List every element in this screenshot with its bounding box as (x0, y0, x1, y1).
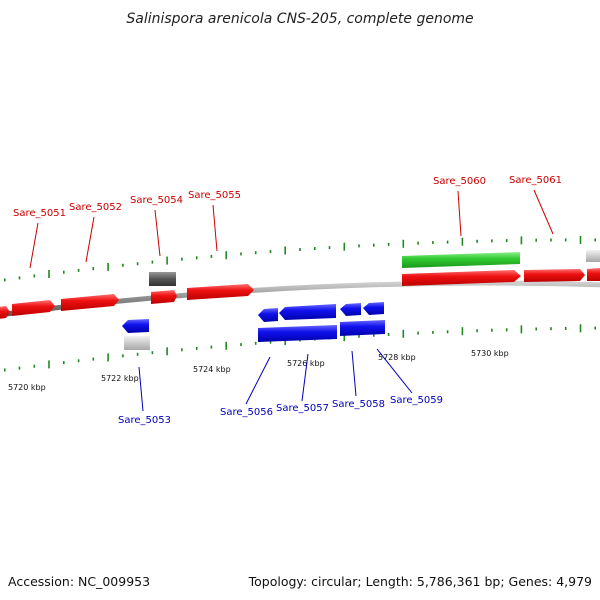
gene-arrow-sare-5061[interactable] (524, 269, 585, 282)
gene-arrow-sare-5055[interactable] (187, 284, 254, 300)
reverse-strand-features (122, 302, 385, 350)
gene-label-sare-5060[interactable]: Sare_5060 (433, 176, 486, 187)
pseudogene-block-light-right[interactable] (586, 250, 600, 262)
scale-label: 5726 kbp (287, 359, 325, 368)
leader-line-sare-5057 (301, 353, 309, 402)
accession-text: Accession: NC_009953 (8, 574, 150, 589)
gene-arrow-sare-5058[interactable] (340, 320, 385, 336)
gene-arrow-sare-5059[interactable] (363, 302, 384, 315)
gene-label-sare-5059[interactable]: Sare_5059 (390, 395, 443, 406)
tick-row-forward (4, 235, 597, 282)
gene-arrow-sare-5052[interactable] (61, 294, 119, 311)
leader-line-sare-5056 (245, 356, 271, 405)
gene-label-sare-5061[interactable]: Sare_5061 (509, 175, 562, 186)
pseudogene-block-light[interactable] (124, 336, 150, 350)
scale-label: 5722 kbp (101, 374, 139, 383)
scale-label: 5720 kbp (8, 383, 46, 392)
gene-arrow-sare-5051[interactable] (12, 300, 55, 316)
gene-arrow-sare-5050[interactable] (0, 306, 10, 319)
leader-line-sare-5055 (212, 204, 218, 252)
gene-label-sare-5057[interactable]: Sare_5057 (276, 403, 329, 414)
gene-arrow-sare-5060-rna[interactable] (402, 252, 520, 268)
gene-label-sare-5056[interactable]: Sare_5056 (220, 407, 273, 418)
gene-arrow-sare-5058-small[interactable] (340, 303, 361, 316)
scale-label: 5724 kbp (193, 365, 231, 374)
gene-label-sare-5054[interactable]: Sare_5054 (130, 195, 183, 206)
gene-label-sare-5052[interactable]: Sare_5052 (69, 202, 122, 213)
leader-line-sare-5051 (29, 222, 39, 269)
scale-labels: 5720 kbp 5722 kbp 5724 kbp 5726 kbp 5728… (8, 349, 509, 392)
gene-arrow-sare-5053[interactable] (122, 319, 149, 333)
gene-arrow-sare-5054[interactable] (151, 290, 177, 304)
leader-line-sare-5058 (351, 350, 357, 397)
label-leader-lines (29, 189, 554, 412)
gene-arrow-sare-5057[interactable] (279, 304, 336, 320)
gene-arrow-sare-5060[interactable] (402, 270, 521, 286)
leader-line-sare-5053 (138, 366, 144, 412)
map-title: Salinispora arenicola CNS-205, complete … (126, 11, 473, 27)
forward-strand-features (0, 250, 600, 319)
gene-label-sare-5055[interactable]: Sare_5055 (188, 190, 241, 201)
pseudogene-block-dark[interactable] (149, 272, 176, 286)
gene-label-sare-5058[interactable]: Sare_5058 (332, 399, 385, 410)
gene-label-sare-5051[interactable]: Sare_5051 (13, 208, 66, 219)
genome-stats-text: Topology: circular; Length: 5,786,361 bp… (248, 574, 592, 589)
leader-line-sare-5059 (376, 348, 413, 394)
gene-arrow-sare-5056[interactable] (258, 325, 337, 342)
scale-label: 5730 kbp (471, 349, 509, 358)
gene-label-sare-5053[interactable]: Sare_5053 (118, 415, 171, 426)
gene-arrow-sare-5057-small[interactable] (258, 308, 278, 322)
leader-line-sare-5060 (457, 190, 462, 237)
scale-label: 5728 kbp (378, 353, 416, 362)
leader-line-sare-5054 (154, 209, 161, 257)
leader-line-sare-5061 (533, 189, 554, 235)
gene-labels: Sare_5051 Sare_5052 Sare_5053 Sare_5054 … (13, 175, 562, 426)
gene-arrow-next[interactable] (587, 268, 600, 281)
leader-line-sare-5052 (85, 216, 95, 263)
